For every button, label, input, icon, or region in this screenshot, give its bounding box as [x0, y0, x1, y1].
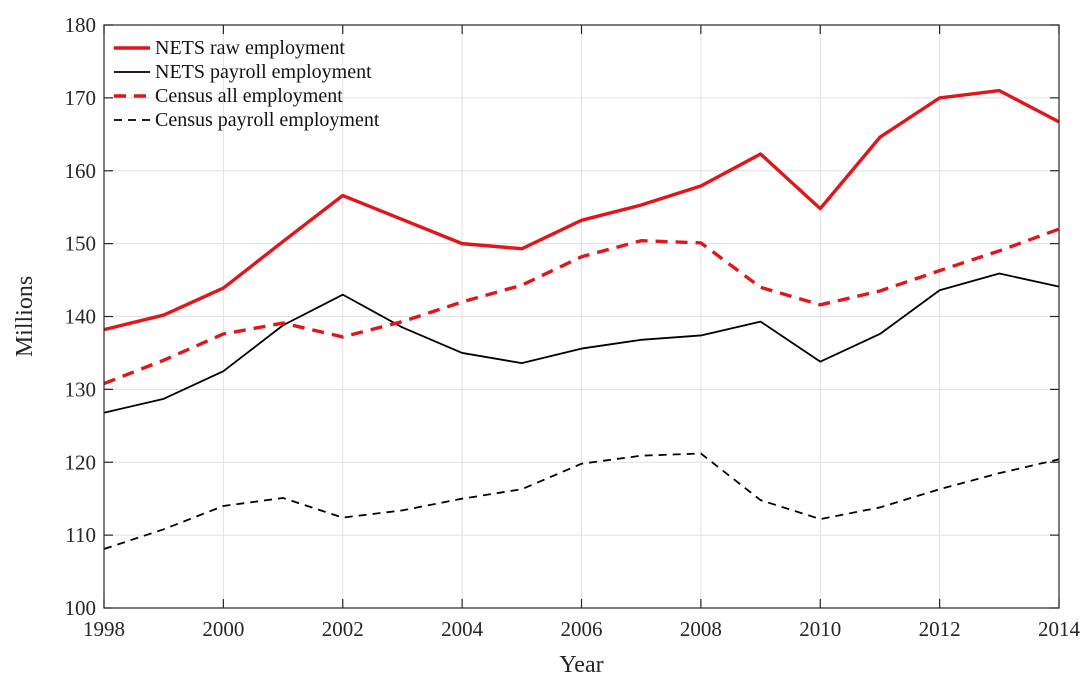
legend-label: Census payroll employment: [155, 109, 380, 131]
x-tick-label: 2002: [322, 617, 364, 641]
y-tick-label: 130: [65, 377, 97, 401]
y-tick-label: 180: [65, 13, 97, 37]
series-layer: [103, 88, 1060, 550]
y-axis-title: Millions: [12, 276, 38, 357]
x-tick-label: 2008: [680, 617, 722, 641]
y-tick-label: 120: [65, 450, 97, 474]
series-line-4: [103, 452, 1060, 550]
x-axis-title: Year: [559, 652, 603, 678]
y-tick-label: 140: [65, 305, 97, 329]
legend-label: NETS payroll employment: [155, 61, 372, 83]
legend-label: Census all employment: [155, 85, 343, 107]
y-tick-label: 160: [65, 159, 97, 183]
x-tick-label: 2006: [561, 617, 603, 641]
x-tick-label: 2010: [799, 617, 841, 641]
series-line-2: [103, 272, 1060, 414]
y-tick-label: 100: [65, 596, 97, 620]
y-tick-label: 150: [65, 232, 97, 256]
y-tick-label: 110: [65, 523, 96, 547]
series-line-1: [103, 88, 1060, 332]
x-tick-label: 2000: [202, 617, 244, 641]
axis-ticks: 1998 2000 2002 2004 2006 2008 2010 2012 2014 100 1…: [65, 13, 1081, 641]
legend-label: NETS raw employment: [155, 37, 345, 59]
x-tick-label: 1998: [83, 617, 125, 641]
x-tick-label: 2004: [441, 617, 484, 641]
x-tick-label: 2012: [919, 617, 961, 641]
x-tick-label: 2014: [1038, 617, 1081, 641]
series-line-3: [103, 227, 1060, 386]
y-tick-label: 170: [65, 86, 97, 110]
